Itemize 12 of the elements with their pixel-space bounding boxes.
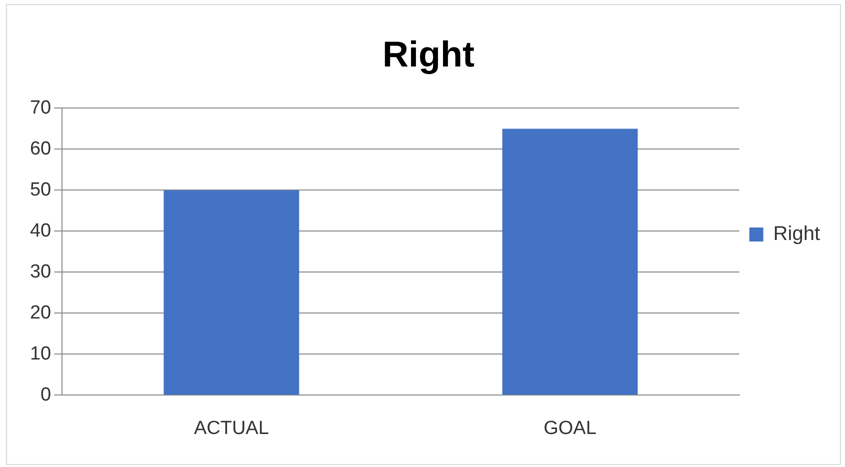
y-tick-label: 10: [30, 343, 52, 364]
x-tick-label: GOAL: [544, 418, 596, 439]
y-tick-label: 20: [30, 302, 52, 324]
x-tick-label: ACTUAL: [194, 418, 269, 439]
y-tick-label: 60: [30, 138, 52, 160]
chart-title: Right: [382, 34, 474, 75]
y-tick-label: 0: [40, 384, 52, 406]
y-tick-label: 30: [30, 261, 52, 282]
y-tick-label: 40: [30, 220, 52, 242]
legend-label: Right: [773, 223, 820, 246]
y-tick-label: 50: [30, 179, 52, 200]
y-tick-label: 70: [30, 97, 52, 118]
